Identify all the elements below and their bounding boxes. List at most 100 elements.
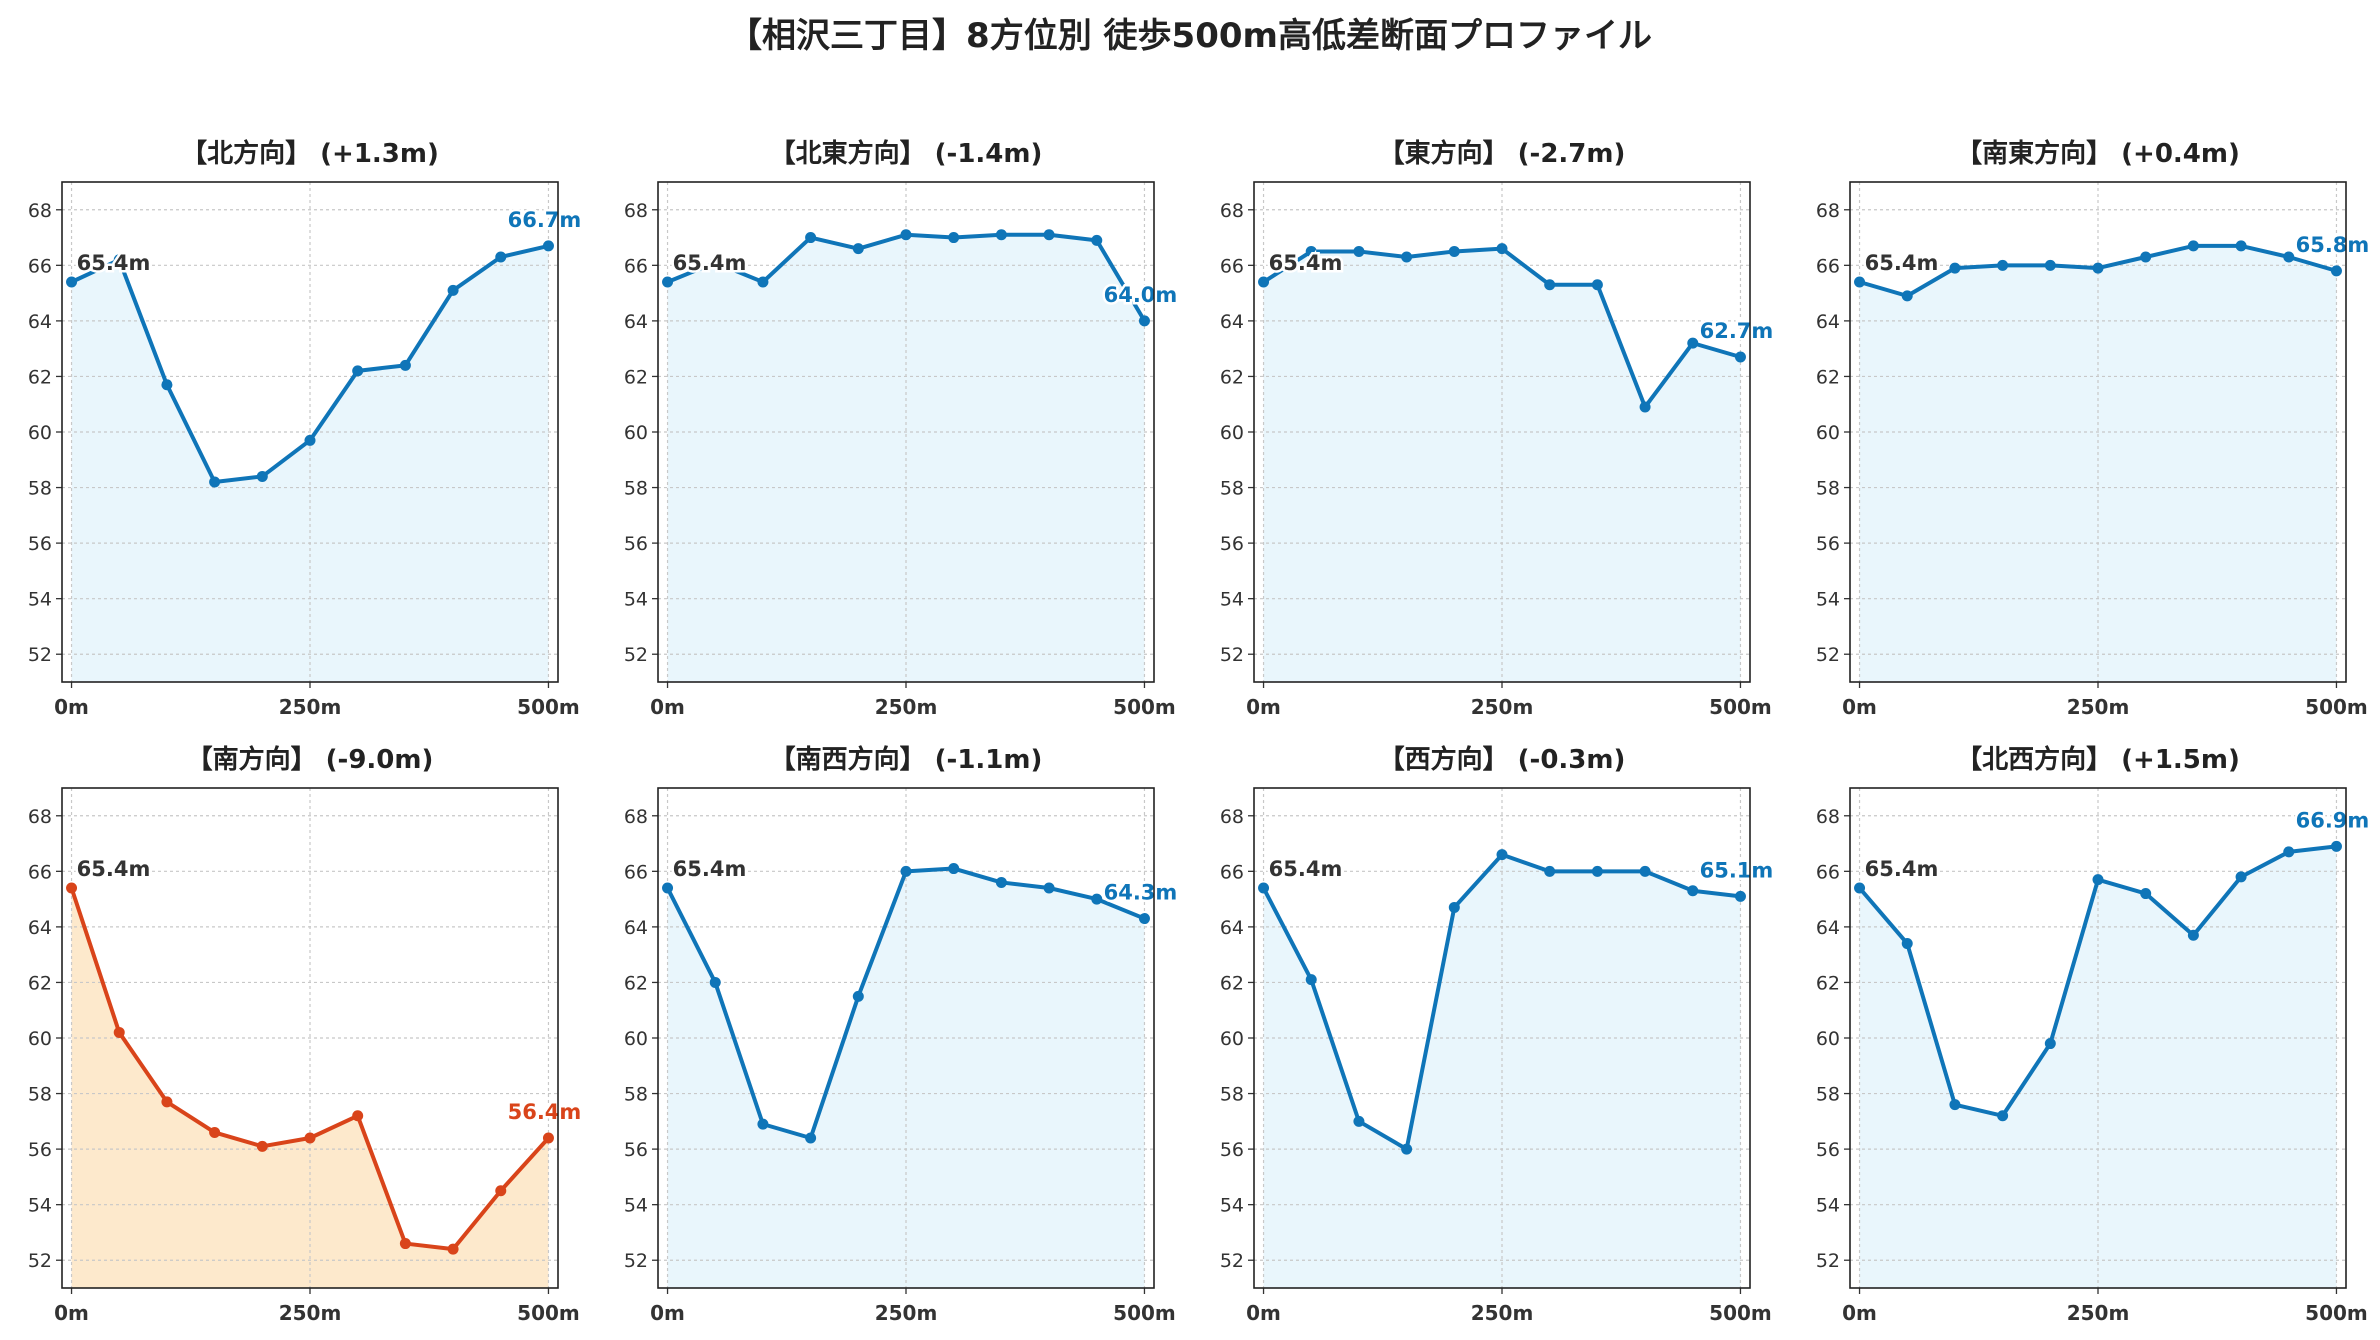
data-point: [1043, 882, 1055, 894]
y-tick-label: 56: [1220, 533, 1244, 555]
data-point: [2044, 1038, 2056, 1050]
start-elevation-label: 65.4m: [1269, 251, 1343, 275]
data-point: [2283, 846, 2295, 858]
y-tick-label: 68: [1816, 806, 1840, 828]
end-elevation-label: 64.3m: [1104, 881, 1178, 905]
x-tick-label: 0m: [54, 695, 89, 719]
y-tick-label: 66: [1220, 255, 1244, 277]
data-point: [304, 434, 316, 446]
y-tick-label: 56: [1816, 533, 1840, 555]
y-tick-label: 56: [28, 533, 52, 555]
data-point: [2330, 265, 2342, 277]
y-tick-label: 54: [28, 589, 52, 611]
x-tick-label: 0m: [54, 1301, 89, 1325]
y-tick-label: 56: [28, 1139, 52, 1161]
data-point: [900, 865, 912, 877]
y-tick-label: 62: [1220, 972, 1244, 994]
data-point: [1591, 865, 1603, 877]
y-tick-label: 64: [1816, 311, 1840, 333]
plot-frame: [1849, 181, 2347, 683]
panel-title: 【西方向】 (-0.3m): [1379, 744, 1626, 775]
x-tick-label: 0m: [1842, 1301, 1877, 1325]
y-tick-label: 66: [28, 255, 52, 277]
data-point: [113, 1026, 125, 1038]
x-tick-label: 500m: [1709, 695, 1772, 719]
y-tick-label: 64: [1816, 917, 1840, 939]
data-point: [2235, 240, 2247, 252]
y-tick-label: 58: [28, 1084, 52, 1106]
data-point: [1091, 234, 1103, 246]
data-point: [1687, 885, 1699, 897]
y-tick-label: 66: [624, 255, 648, 277]
data-point: [1901, 290, 1913, 302]
chart-panel: 【西方向】 (-0.3m) 52 54 56 58 60 62 64 66 68 0m 250m 500…: [1220, 744, 1776, 1325]
data-point: [805, 1132, 817, 1144]
data-point: [1997, 1110, 2009, 1122]
data-point: [1258, 882, 1270, 894]
data-point: [1901, 938, 1913, 950]
data-point: [1448, 245, 1460, 257]
data-point: [805, 232, 817, 244]
panel-title: 【南西方向】 (-1.1m): [770, 744, 1043, 775]
y-tick-label: 66: [1816, 861, 1840, 883]
chart-panel: 【南方向】 (-9.0m) 52 54 56 58 60 62 64 66 68 0m 250m 500…: [28, 744, 584, 1325]
x-tick-label: 250m: [1471, 695, 1534, 719]
data-point: [1258, 276, 1270, 288]
data-point: [2140, 251, 2152, 263]
plot-frame: [657, 787, 1155, 1289]
y-tick-label: 62: [28, 972, 52, 994]
data-point: [1496, 849, 1508, 861]
y-tick-label: 66: [1220, 861, 1244, 883]
y-tick-label: 68: [1220, 200, 1244, 222]
x-tick-label: 250m: [2067, 695, 2130, 719]
y-tick-label: 66: [28, 861, 52, 883]
y-tick-label: 56: [1816, 1139, 1840, 1161]
data-point: [2235, 871, 2247, 883]
y-tick-label: 60: [28, 422, 52, 444]
start-elevation-label: 65.4m: [673, 857, 747, 881]
data-point: [709, 257, 721, 269]
data-point: [1949, 1099, 1961, 1111]
plot-frame: [1849, 787, 2347, 1289]
plot-frame: [1253, 787, 1751, 1289]
end-elevation-label: 66.7m: [508, 208, 582, 232]
y-tick-label: 62: [1816, 366, 1840, 388]
data-point: [352, 1110, 364, 1122]
x-tick-label: 500m: [2305, 1301, 2368, 1325]
start-elevation-label: 65.4m: [77, 857, 151, 881]
y-tick-label: 52: [1816, 644, 1840, 666]
data-point: [1138, 315, 1150, 327]
x-tick-label: 250m: [279, 695, 342, 719]
data-point: [1043, 229, 1055, 241]
data-point: [1997, 259, 2009, 271]
data-point: [161, 379, 173, 391]
panel-title: 【北東方向】 (-1.4m): [770, 138, 1043, 169]
x-tick-label: 500m: [2305, 695, 2368, 719]
y-tick-label: 54: [1220, 589, 1244, 611]
data-point: [1401, 251, 1413, 263]
chart-panel: 【東方向】 (-2.7m) 52 54 56 58 60 62 64 66 68 0m 250m 500…: [1220, 138, 1776, 719]
data-point: [2187, 929, 2199, 941]
data-point: [256, 1140, 268, 1152]
data-point: [948, 863, 960, 875]
data-point: [209, 476, 221, 488]
data-point: [2044, 259, 2056, 271]
data-point: [304, 1132, 316, 1144]
page-title: 【相沢三丁目】8方位別 徒歩500m高低差断面プロファイル: [728, 16, 1652, 56]
x-tick-label: 0m: [1246, 695, 1281, 719]
data-point: [1949, 262, 1961, 274]
x-tick-label: 0m: [1246, 1301, 1281, 1325]
panel-title: 【南東方向】 (+0.4m): [1956, 138, 2240, 169]
y-tick-label: 52: [1220, 1250, 1244, 1272]
elevation-area: [71, 245, 549, 682]
y-tick-label: 68: [1816, 200, 1840, 222]
y-tick-label: 52: [28, 1250, 52, 1272]
y-tick-label: 62: [28, 366, 52, 388]
elevation-area: [1859, 846, 2337, 1288]
data-point: [161, 1096, 173, 1108]
data-point: [256, 470, 268, 482]
y-tick-label: 58: [1220, 1084, 1244, 1106]
y-tick-label: 52: [1816, 1250, 1840, 1272]
y-tick-label: 60: [624, 1028, 648, 1050]
